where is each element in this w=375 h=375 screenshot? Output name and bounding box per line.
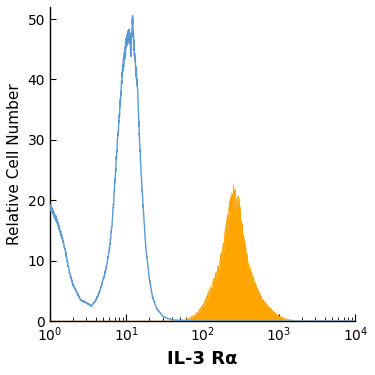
Y-axis label: Relative Cell Number: Relative Cell Number (7, 83, 22, 245)
X-axis label: IL-3 Rα: IL-3 Rα (168, 350, 238, 368)
